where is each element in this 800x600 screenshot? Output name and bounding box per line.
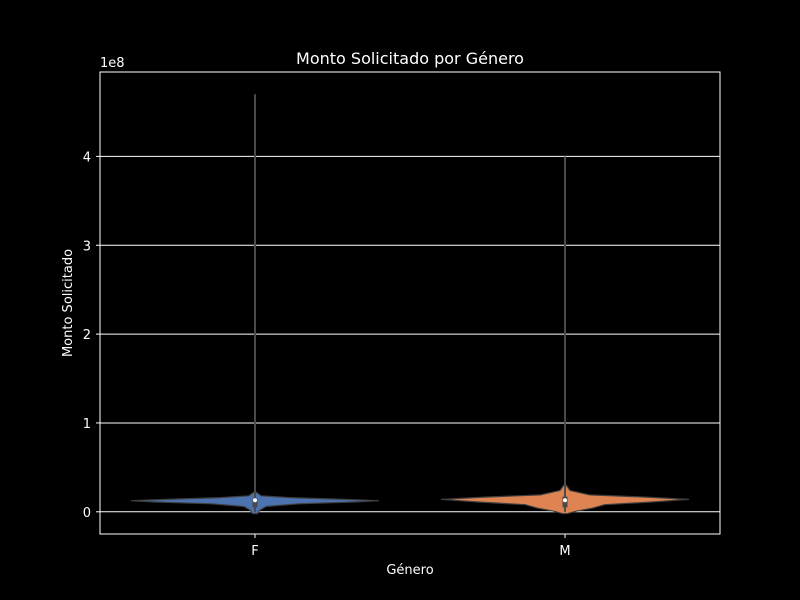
x-tick-label: F	[251, 544, 258, 559]
violin-median-M	[563, 498, 567, 503]
y-axis-offset-label: 1e8	[100, 56, 125, 71]
x-axis-label: Género	[386, 563, 433, 578]
violins	[130, 94, 690, 515]
x-tick-label: M	[559, 544, 570, 559]
y-tick-label: 4	[83, 150, 91, 165]
violin-median-F	[253, 498, 257, 503]
y-tick-label: 2	[83, 328, 91, 343]
chart-title: Monto Solicitado por Género	[296, 49, 524, 68]
plot-frame	[99, 71, 721, 535]
grid-lines	[100, 155, 720, 513]
y-tick-label: 0	[83, 506, 91, 521]
y-tick-label: 1	[83, 417, 91, 432]
y-axis-ticks: 0 1 2 3 4	[83, 150, 100, 521]
y-tick-label: 3	[83, 239, 91, 254]
y-axis-label: Monto Solicitado	[61, 249, 76, 357]
